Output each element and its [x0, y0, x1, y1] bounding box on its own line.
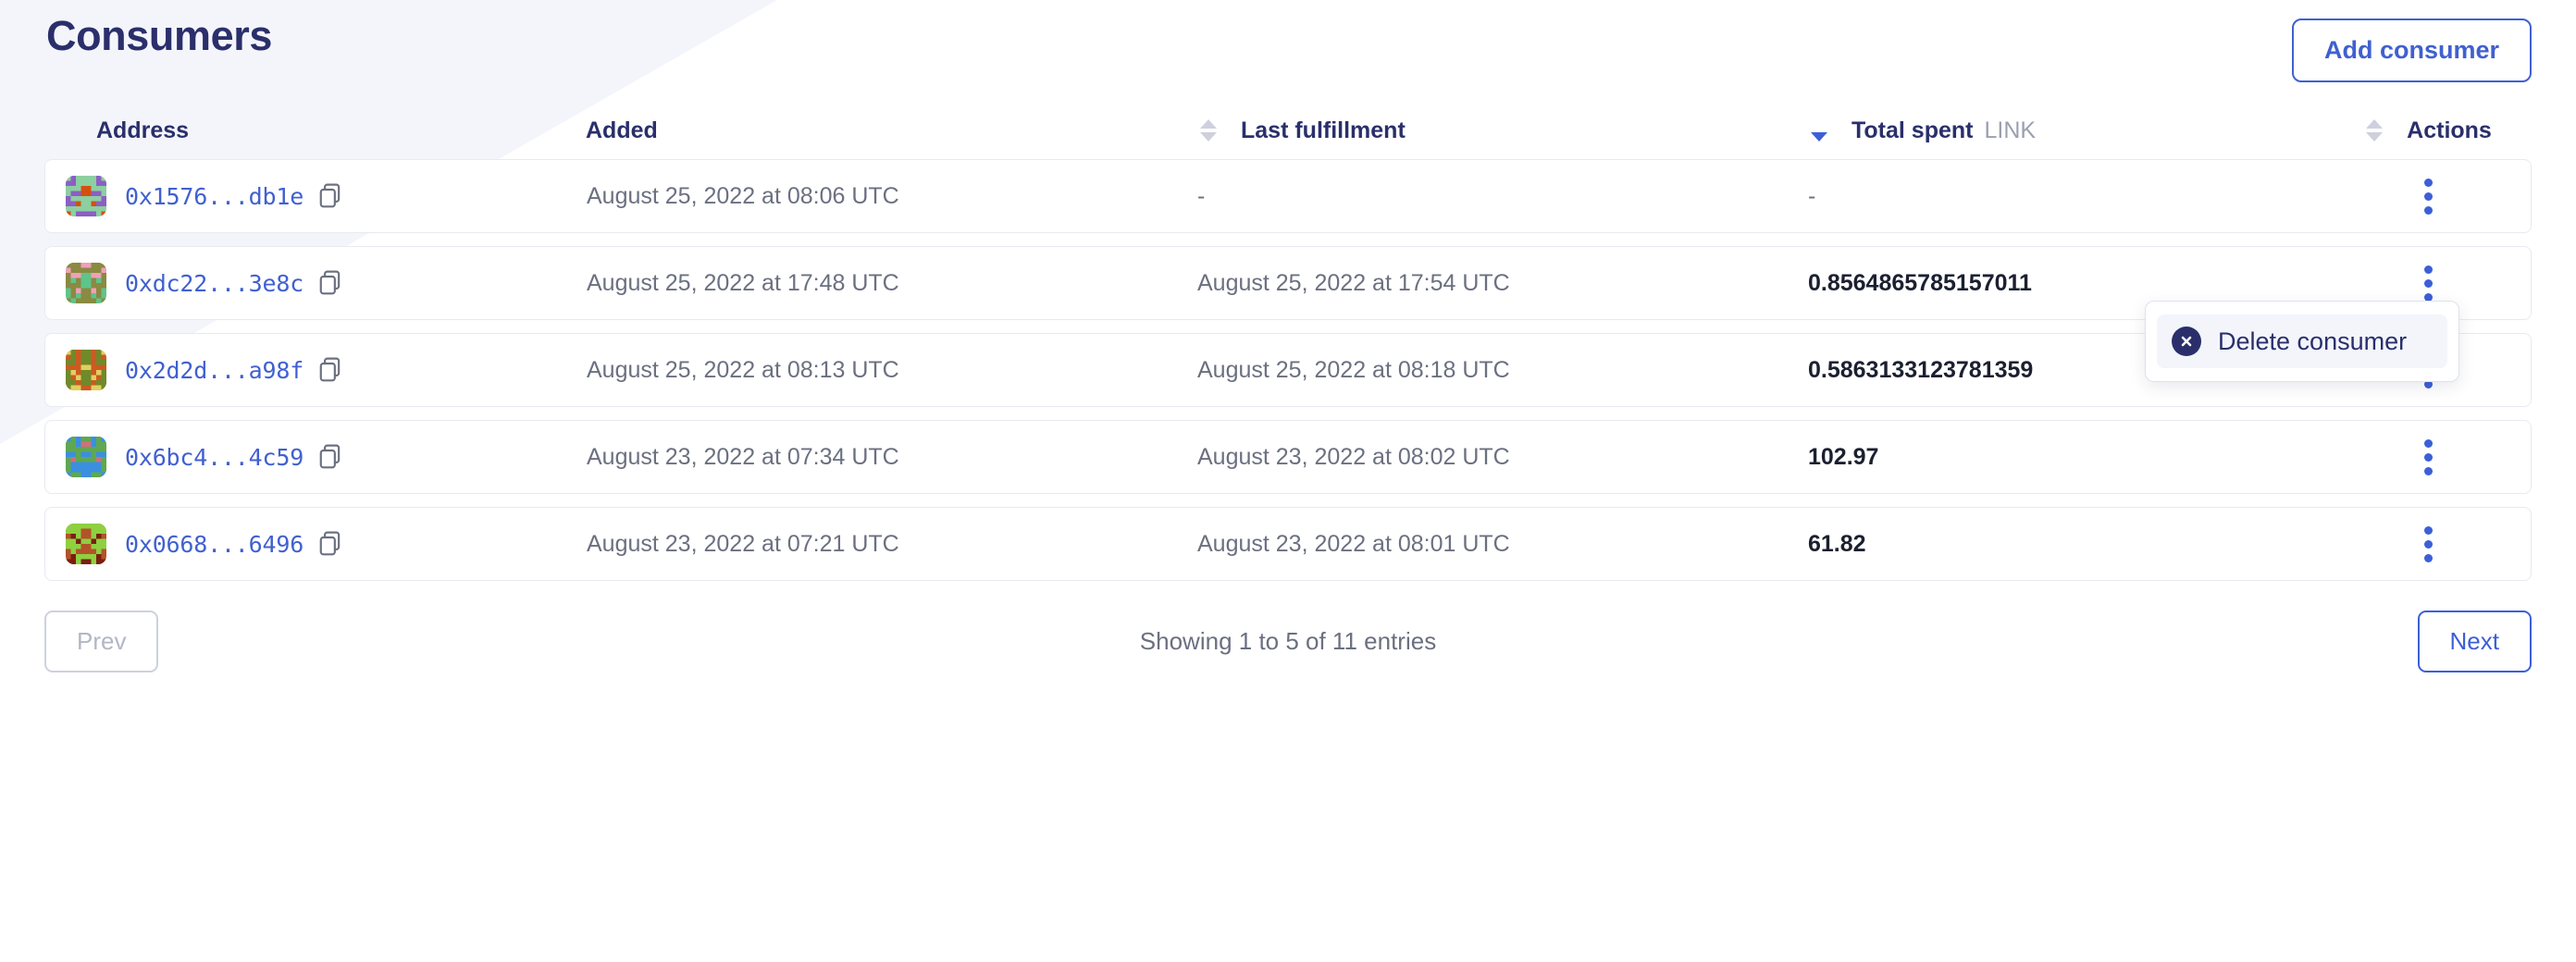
total-spent-value: 61.82	[1808, 530, 1866, 557]
table-row: 0x1576...db1e August 25, 2022 at 08:06 UT…	[44, 159, 2532, 233]
copy-icon[interactable]	[318, 270, 342, 296]
cell-added: August 25, 2022 at 08:06 UTC	[587, 183, 1197, 210]
cell-total-spent: 0.8564865785157011	[1808, 270, 2335, 297]
cell-address: 0x1576...db1e	[45, 176, 587, 216]
added-timestamp: August 25, 2022 at 08:13 UTC	[587, 356, 899, 383]
added-timestamp: August 23, 2022 at 07:34 UTC	[587, 443, 899, 470]
kebab-menu-icon[interactable]	[2335, 438, 2520, 475]
column-header-last-fulfillment-label: Last fulfillment	[1241, 117, 1406, 143]
address-link[interactable]: 0x0668...6496	[125, 530, 304, 558]
sort-descending-arrow-icon	[1811, 132, 1827, 142]
x-circle-icon	[2172, 327, 2201, 356]
address-link[interactable]: 0x2d2d...a98f	[125, 356, 304, 384]
add-consumer-button[interactable]: Add consumer	[2291, 18, 2532, 82]
column-header-last-fulfillment[interactable]: Last fulfillment	[1196, 115, 1807, 146]
cell-total-spent: 0.5863133123781359	[1808, 357, 2335, 384]
cell-total-spent: 102.97	[1808, 444, 2335, 471]
column-header-address: Address	[44, 117, 586, 144]
cell-address: 0x2d2d...a98f	[45, 350, 587, 390]
avatar-identicon	[66, 437, 106, 477]
total-spent-value: 0.5863133123781359	[1808, 356, 2034, 383]
last-fulfillment-timestamp: August 25, 2022 at 17:54 UTC	[1197, 269, 1510, 296]
sort-toggle-last-fulfillment-icon[interactable]	[1807, 115, 1831, 146]
cell-address: 0xdc22...3e8c	[45, 263, 587, 303]
address-link[interactable]: 0x1576...db1e	[125, 182, 304, 210]
copy-icon[interactable]	[318, 183, 342, 209]
cell-added: August 23, 2022 at 07:34 UTC	[587, 444, 1197, 471]
prev-page-button[interactable]: Prev	[44, 610, 159, 672]
cell-address: 0x0668...6496	[45, 524, 587, 564]
column-header-added-label: Added	[586, 117, 658, 143]
avatar-identicon	[66, 176, 106, 216]
total-spent-value: 102.97	[1808, 443, 1879, 470]
cell-total-spent: -	[1808, 183, 2335, 210]
kebab-menu-icon[interactable]	[2335, 265, 2520, 302]
copy-icon[interactable]	[318, 357, 342, 383]
added-timestamp: August 25, 2022 at 08:06 UTC	[587, 182, 899, 209]
sort-descending-arrow-icon	[1200, 132, 1217, 142]
page-header: Consumers Add consumer	[44, 0, 2532, 102]
address-link[interactable]: 0xdc22...3e8c	[125, 269, 304, 297]
cell-actions	[2335, 525, 2520, 562]
cell-actions	[2335, 265, 2520, 302]
address-link[interactable]: 0x6bc4...4c59	[125, 443, 304, 471]
cell-last-fulfillment: August 25, 2022 at 17:54 UTC	[1197, 270, 1808, 297]
table-row: 0x0668...6496 August 23, 2022 at 07:21 UT…	[44, 507, 2532, 581]
cell-last-fulfillment: -	[1197, 183, 1808, 210]
last-fulfillment-timestamp: -	[1197, 182, 1206, 209]
avatar-identicon	[66, 263, 106, 303]
sort-toggle-total-spent-icon[interactable]	[2362, 115, 2386, 146]
table-header-row: Address Added Last fulfillment Total spe…	[44, 102, 2532, 159]
column-header-actions: Actions	[2334, 115, 2520, 146]
sort-toggle-added-icon[interactable]	[1196, 115, 1220, 146]
cell-last-fulfillment: August 23, 2022 at 08:02 UTC	[1197, 444, 1808, 471]
last-fulfillment-timestamp: August 23, 2022 at 08:02 UTC	[1197, 443, 1510, 470]
cell-added: August 23, 2022 at 07:21 UTC	[587, 531, 1197, 558]
column-header-address-label: Address	[96, 117, 190, 143]
last-fulfillment-timestamp: August 25, 2022 at 08:18 UTC	[1197, 356, 1510, 383]
total-spent-value: -	[1808, 182, 1816, 209]
copy-icon[interactable]	[318, 531, 342, 557]
actions-dropdown-menu: Delete consumer	[2145, 301, 2459, 382]
delete-consumer-label: Delete consumer	[2218, 327, 2408, 355]
last-fulfillment-timestamp: August 23, 2022 at 08:01 UTC	[1197, 530, 1510, 557]
cell-last-fulfillment: August 23, 2022 at 08:01 UTC	[1197, 531, 1808, 558]
added-timestamp: August 23, 2022 at 07:21 UTC	[587, 530, 899, 557]
added-timestamp: August 25, 2022 at 17:48 UTC	[587, 269, 899, 296]
sort-ascending-arrow-icon	[1200, 119, 1217, 129]
showing-entries-text: Showing 1 to 5 of 11 entries	[1139, 626, 1437, 655]
cell-total-spent: 61.82	[1808, 531, 2335, 558]
cell-added: August 25, 2022 at 08:13 UTC	[587, 357, 1197, 384]
cell-actions	[2335, 178, 2520, 215]
sort-ascending-arrow-icon	[2366, 119, 2384, 129]
pagination-footer: Prev Showing 1 to 5 of 11 entries Next	[44, 599, 2532, 683]
cell-actions	[2335, 438, 2520, 475]
column-header-total-spent-label: Total spent	[1852, 117, 1974, 143]
next-page-button[interactable]: Next	[2417, 610, 2532, 672]
kebab-menu-icon[interactable]	[2335, 178, 2520, 215]
column-header-total-spent-unit: LINK	[1984, 117, 2037, 143]
cell-last-fulfillment: August 25, 2022 at 08:18 UTC	[1197, 357, 1808, 384]
column-header-added[interactable]: Added	[586, 117, 1196, 144]
avatar-identicon	[66, 350, 106, 390]
cell-address: 0x6bc4...4c59	[45, 437, 587, 477]
kebab-menu-icon[interactable]	[2335, 525, 2520, 562]
column-header-actions-label: Actions	[2407, 117, 2492, 143]
avatar-identicon	[66, 524, 106, 564]
sort-descending-arrow-icon	[2366, 132, 2384, 142]
table-row: 0x6bc4...4c59 August 23, 2022 at 07:34 UT…	[44, 420, 2532, 494]
page-title: Consumers	[46, 12, 272, 59]
column-header-total-spent[interactable]: Total spent LINK	[1807, 115, 2334, 146]
cell-added: August 25, 2022 at 17:48 UTC	[587, 270, 1197, 297]
total-spent-value: 0.8564865785157011	[1808, 269, 2032, 296]
copy-icon[interactable]	[318, 444, 342, 470]
delete-consumer-menu-item[interactable]: Delete consumer	[2157, 314, 2447, 368]
